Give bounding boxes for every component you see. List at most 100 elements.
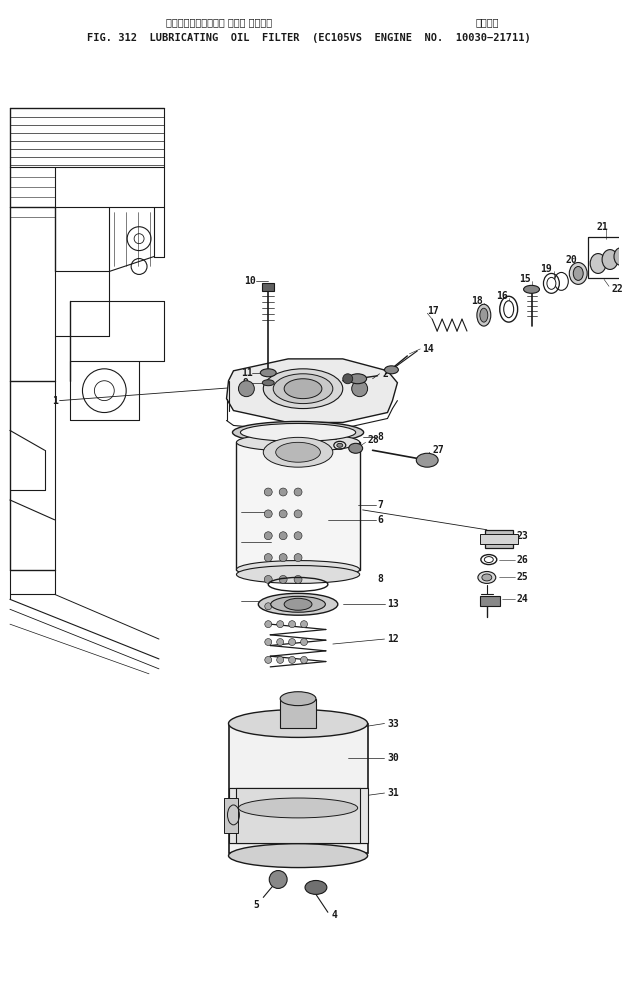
Ellipse shape	[573, 267, 583, 281]
Ellipse shape	[337, 444, 343, 448]
Circle shape	[277, 603, 283, 610]
Text: 15: 15	[519, 275, 530, 285]
Text: 13: 13	[388, 600, 399, 610]
Ellipse shape	[349, 373, 366, 383]
Text: 9: 9	[242, 377, 249, 387]
Text: 7: 7	[378, 500, 383, 510]
Bar	[237, 788, 359, 843]
Circle shape	[264, 553, 272, 561]
Text: 31: 31	[388, 788, 399, 798]
Bar	[262, 284, 274, 291]
Ellipse shape	[264, 369, 343, 409]
Ellipse shape	[237, 565, 359, 584]
Bar	[588, 237, 623, 279]
Circle shape	[265, 656, 272, 663]
Circle shape	[294, 553, 302, 561]
Text: 18: 18	[471, 296, 483, 306]
Circle shape	[288, 656, 295, 663]
Circle shape	[279, 532, 287, 539]
Text: 30: 30	[388, 753, 399, 764]
Text: 11: 11	[242, 368, 254, 377]
Ellipse shape	[237, 560, 359, 578]
Text: 適用号機: 適用号機	[475, 17, 498, 27]
Text: 26: 26	[516, 554, 528, 564]
Circle shape	[294, 488, 302, 496]
Circle shape	[288, 620, 295, 627]
Bar	[224, 798, 239, 833]
Ellipse shape	[477, 304, 491, 326]
Text: FIG. 312  LUBRICATING  OIL  FILTER  (EC105VS  ENGINE  NO.  10030−21711): FIG. 312 LUBRICATING OIL FILTER (EC105VS…	[87, 33, 531, 43]
Ellipse shape	[232, 422, 364, 444]
Ellipse shape	[264, 438, 333, 467]
Polygon shape	[227, 359, 397, 423]
Ellipse shape	[240, 424, 356, 442]
Ellipse shape	[482, 574, 492, 581]
Text: 4: 4	[332, 910, 338, 920]
Ellipse shape	[590, 254, 606, 274]
Bar	[237, 443, 359, 569]
Text: 17: 17	[427, 306, 439, 316]
Ellipse shape	[260, 369, 276, 376]
Bar	[480, 597, 500, 607]
Ellipse shape	[305, 880, 327, 894]
Ellipse shape	[273, 373, 333, 403]
Ellipse shape	[237, 434, 359, 452]
Ellipse shape	[547, 278, 556, 289]
Text: 5: 5	[254, 900, 259, 910]
Circle shape	[300, 638, 308, 645]
Circle shape	[265, 603, 272, 610]
Ellipse shape	[280, 692, 316, 705]
Circle shape	[300, 620, 308, 627]
Circle shape	[239, 380, 254, 396]
Circle shape	[294, 575, 302, 584]
Text: 19: 19	[541, 265, 553, 275]
Bar	[229, 723, 368, 853]
Bar	[229, 788, 368, 843]
Text: 21: 21	[596, 221, 608, 232]
Circle shape	[277, 656, 283, 663]
Ellipse shape	[384, 366, 398, 373]
Bar	[480, 534, 518, 543]
Circle shape	[264, 488, 272, 496]
Circle shape	[300, 656, 308, 663]
Text: ルーブリケーティング オイル フィルタ: ルーブリケーティング オイル フィルタ	[166, 17, 272, 27]
Circle shape	[294, 510, 302, 518]
Circle shape	[279, 510, 287, 518]
Text: 22: 22	[611, 285, 623, 294]
Circle shape	[352, 380, 368, 396]
Ellipse shape	[349, 444, 363, 453]
Text: 10: 10	[245, 277, 256, 287]
Bar	[485, 530, 513, 547]
Text: 8: 8	[378, 433, 383, 443]
Text: 16: 16	[496, 291, 508, 301]
Text: 8: 8	[378, 574, 383, 585]
Circle shape	[288, 638, 295, 645]
Circle shape	[265, 638, 272, 645]
Ellipse shape	[284, 599, 312, 611]
Ellipse shape	[602, 250, 618, 270]
Circle shape	[265, 620, 272, 627]
Circle shape	[277, 620, 283, 627]
Text: 28: 28	[368, 436, 379, 446]
Circle shape	[279, 488, 287, 496]
Circle shape	[343, 373, 353, 383]
Ellipse shape	[262, 379, 274, 385]
Ellipse shape	[569, 263, 587, 285]
Ellipse shape	[259, 594, 338, 616]
Ellipse shape	[276, 443, 320, 462]
Ellipse shape	[523, 286, 540, 293]
Text: 20: 20	[566, 255, 577, 265]
Circle shape	[269, 870, 287, 888]
Circle shape	[279, 553, 287, 561]
Circle shape	[264, 532, 272, 539]
Ellipse shape	[239, 798, 358, 818]
Ellipse shape	[416, 453, 438, 467]
Text: 24: 24	[516, 595, 528, 605]
Circle shape	[288, 603, 295, 610]
Text: 1: 1	[52, 395, 57, 406]
Text: 27: 27	[432, 446, 444, 455]
Text: 2: 2	[383, 369, 388, 378]
Circle shape	[264, 510, 272, 518]
Circle shape	[279, 575, 287, 584]
Ellipse shape	[478, 571, 496, 584]
